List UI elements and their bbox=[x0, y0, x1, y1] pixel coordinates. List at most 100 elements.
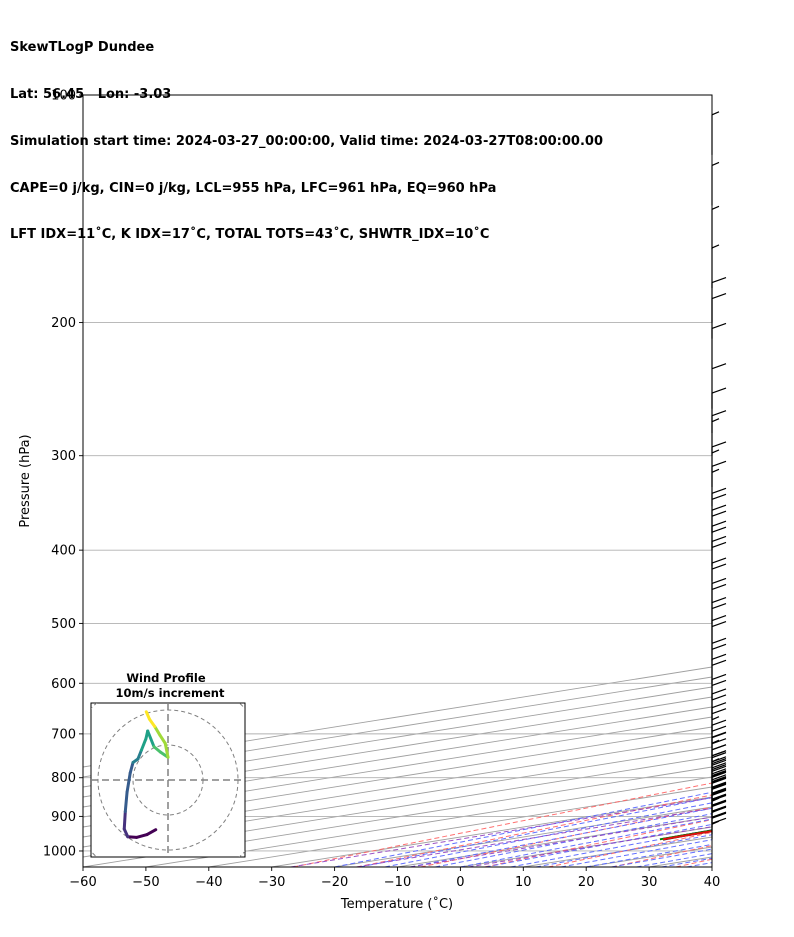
wind-barb bbox=[711, 441, 727, 487]
moist-adiabat-line bbox=[384, 802, 712, 867]
x-tick-label: 40 bbox=[704, 875, 721, 890]
x-tick-label: −40 bbox=[195, 875, 222, 890]
station-location: Lat: 56.45 Lon: -3.03 bbox=[10, 86, 172, 102]
dry-adiabat-line bbox=[484, 819, 712, 867]
moist-adiabat-line bbox=[560, 839, 712, 867]
x-tick-label: −50 bbox=[132, 875, 159, 890]
y-tick-label: 500 bbox=[51, 617, 76, 632]
dewpoint-profile-line bbox=[659, 829, 712, 841]
moist-adiabat-line bbox=[686, 862, 712, 867]
y-tick-label: 200 bbox=[51, 316, 76, 331]
moist-adiabat-line bbox=[435, 813, 712, 867]
y-axis-ticks: 1000 900 800 700 600 500 400 300 200 100 bbox=[43, 89, 83, 859]
y-tick-label: 600 bbox=[51, 677, 76, 692]
wind-barb bbox=[711, 719, 727, 766]
chart-header: SkewTLogP Dundee Lat: 56.45 Lon: -3.03 S… bbox=[10, 9, 603, 259]
isotherm-line bbox=[83, 666, 712, 768]
hodograph-segment bbox=[158, 733, 167, 745]
wind-barb bbox=[711, 161, 720, 206]
y-tick-label: 900 bbox=[51, 810, 76, 825]
cape-cin-shading bbox=[663, 830, 712, 840]
isotherm-line bbox=[208, 786, 712, 867]
isotherm-lines bbox=[83, 666, 712, 867]
simulation-times: Simulation start time: 2024-03-27_00:00:… bbox=[10, 133, 603, 149]
hodograph-segment bbox=[128, 761, 135, 775]
isotherm-line bbox=[83, 676, 712, 778]
mixing-ratio-line bbox=[410, 816, 712, 867]
y-tick-label: 700 bbox=[51, 727, 76, 742]
moist-adiabat-line bbox=[359, 796, 712, 867]
mixing-ratio-lines bbox=[290, 797, 712, 867]
mixing-ratio-line bbox=[290, 797, 712, 867]
stability-indices: LFT IDX=11˚C, K IDX=17˚C, TOTAL TOTS=43˚… bbox=[10, 227, 490, 243]
hodograph-segment bbox=[123, 790, 129, 813]
hodograph-segment bbox=[135, 833, 149, 839]
wind-barb bbox=[711, 487, 727, 534]
cape-cin-fill bbox=[663, 830, 712, 840]
moist-adiabat-line bbox=[334, 791, 712, 867]
isotherm-line bbox=[83, 716, 712, 818]
moist-adiabat-line bbox=[737, 95, 794, 867]
dry-adiabat-line bbox=[548, 831, 712, 867]
moist-adiabat-line bbox=[586, 843, 712, 867]
isotherm-line bbox=[83, 726, 712, 828]
wind-barb bbox=[711, 293, 727, 339]
x-tick-label: 20 bbox=[578, 875, 595, 890]
y-axis-label: Pressure (hPa) bbox=[18, 434, 33, 527]
isotherm-line bbox=[460, 826, 712, 867]
isotherm-line bbox=[649, 856, 712, 867]
dry-adiabat-line bbox=[675, 858, 712, 867]
wind-barbs bbox=[711, 111, 727, 840]
hodograph-segment bbox=[122, 810, 127, 831]
isotherm-line bbox=[271, 796, 712, 867]
hodograph-plot bbox=[91, 703, 245, 857]
hodograph-segment bbox=[136, 748, 143, 761]
y-tick-label: 100 bbox=[51, 89, 76, 104]
isotherm-line bbox=[83, 696, 712, 798]
dry-adiabat-line bbox=[740, 95, 794, 867]
dry-adiabat-line bbox=[611, 845, 712, 867]
hodograph-segment bbox=[139, 737, 148, 752]
x-tick-label: −60 bbox=[69, 875, 96, 890]
sounding-profiles bbox=[659, 829, 712, 841]
isotherm-line bbox=[397, 816, 712, 867]
wind-barb bbox=[711, 277, 727, 323]
mixing-ratio-line bbox=[356, 807, 712, 867]
moist-adiabat-line bbox=[636, 853, 712, 867]
dry-adiabat-line bbox=[293, 782, 712, 867]
hodograph-segment bbox=[144, 710, 151, 721]
isotherm-line bbox=[83, 706, 712, 808]
isotherm-line bbox=[83, 686, 712, 788]
isotherm-line bbox=[83, 736, 712, 838]
hodograph-segment bbox=[145, 828, 158, 837]
x-tick-label: −10 bbox=[384, 875, 411, 890]
wind-barb bbox=[711, 615, 727, 661]
y-tick-label: 1000 bbox=[43, 844, 76, 859]
x-axis-ticks: −60 −50 −40 −30 −20 −10 0 10 20 30 40 bbox=[69, 867, 720, 890]
moist-adiabat-line bbox=[535, 834, 712, 867]
wind-barb bbox=[711, 410, 727, 456]
hodograph-segment bbox=[125, 771, 132, 794]
x-axis-label: Temperature (˚C) bbox=[340, 896, 453, 912]
moist-adiabat-line bbox=[661, 857, 712, 867]
hodograph-segment bbox=[153, 724, 162, 737]
wind-barb bbox=[711, 322, 727, 369]
x-tick-label: 10 bbox=[515, 875, 532, 890]
hodograph-segment bbox=[146, 729, 156, 749]
dry-adiabat-line bbox=[420, 806, 712, 867]
y-tick-label: 800 bbox=[51, 771, 76, 786]
moist-adiabat-line bbox=[485, 823, 712, 867]
plot-area bbox=[83, 95, 794, 867]
x-tick-label: −20 bbox=[321, 875, 348, 890]
wind-barb bbox=[711, 111, 720, 155]
isotherm-line bbox=[523, 836, 712, 867]
moist-adiabat-line bbox=[611, 848, 712, 867]
x-tick-label: 30 bbox=[641, 875, 658, 890]
station-title: SkewTLogP Dundee bbox=[10, 40, 155, 56]
hodograph-subtitle: 10m/s increment bbox=[116, 686, 225, 700]
moist-adiabat-line bbox=[510, 829, 712, 867]
isotherm-line bbox=[586, 846, 712, 867]
dry-adiabat-line bbox=[356, 794, 712, 867]
moist-adiabat-line bbox=[410, 807, 712, 867]
parcel-profile-line bbox=[662, 829, 712, 841]
